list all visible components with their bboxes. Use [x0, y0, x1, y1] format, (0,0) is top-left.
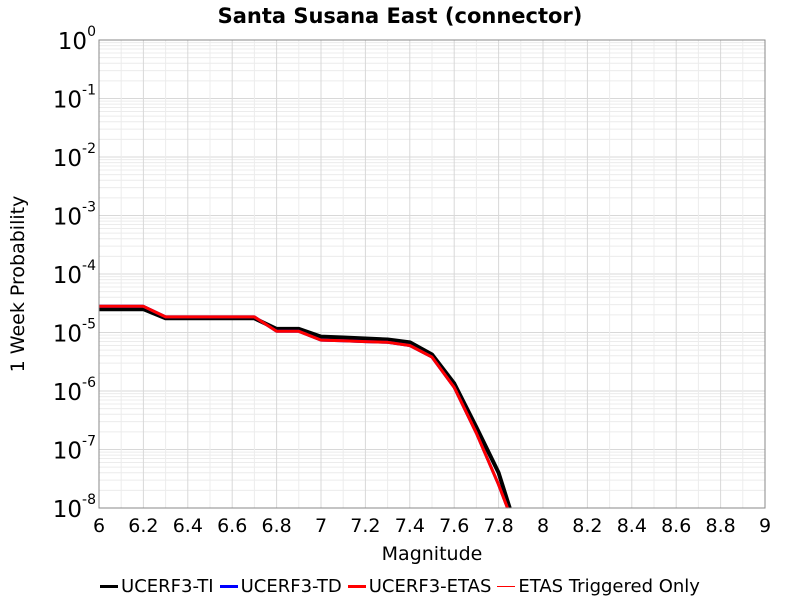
- x-tick-label: 6.8: [261, 515, 291, 537]
- y-axis-label: 1 Week Probability: [7, 196, 29, 373]
- x-tick-label: 9: [759, 515, 771, 537]
- legend-label: UCERF3-TI: [121, 575, 214, 597]
- y-tick-label: 10-7: [53, 434, 96, 465]
- y-tick-label: 10-6: [53, 375, 96, 406]
- x-tick-label: 8.8: [705, 515, 735, 537]
- y-tick-label: 10-8: [53, 492, 96, 523]
- x-tick-label: 8.4: [617, 515, 647, 537]
- x-tick-label: 7.4: [395, 515, 425, 537]
- legend-item: UCERF3-TD: [219, 575, 342, 597]
- legend-item: UCERF3-ETAS: [347, 575, 492, 597]
- y-tick-label: 100: [58, 24, 96, 55]
- x-tick-label: 7.8: [483, 515, 513, 537]
- y-tick-label: 10-3: [53, 200, 96, 231]
- x-tick-label: 7.6: [439, 515, 469, 537]
- x-tick-label: 6.6: [217, 515, 247, 537]
- series-lines: [99, 304, 512, 509]
- x-tick-label: 8.6: [661, 515, 691, 537]
- legend-swatch: [497, 585, 516, 587]
- y-tick-label: 10-5: [53, 317, 96, 348]
- x-axis-label: Magnitude: [382, 543, 483, 565]
- legend-swatch: [347, 584, 366, 588]
- legend-swatch: [100, 584, 119, 588]
- legend-label: ETAS Triggered Only: [518, 575, 700, 597]
- series-line-ucerf3-etas: [99, 304, 509, 509]
- y-axis-ticks: 100 10-1 10-2 10-3 10-4 10-5 10-6 10-7 10-8: [53, 24, 96, 523]
- y-tick-label: 10-1: [53, 83, 96, 114]
- legend-item: ETAS Triggered Only: [497, 576, 700, 597]
- legend-item: UCERF3-TI: [100, 576, 214, 597]
- x-axis-ticks: 6 6.2 6.4 6.6 6.8 7 7.2 7.4 7.6 7.8 8 8.2 8.4 8.6 8.8 9: [93, 515, 771, 537]
- legend-label: UCERF3-TD: [240, 575, 342, 597]
- x-tick-label: 7: [315, 515, 327, 537]
- x-tick-label: 8.2: [572, 515, 602, 537]
- x-tick-label: 6.2: [128, 515, 158, 537]
- x-tick-label: 6: [93, 515, 105, 537]
- y-tick-label: 10-4: [53, 258, 96, 289]
- chart-title: Santa Susana East (connector): [218, 4, 583, 28]
- legend: UCERF3-TI UCERF3-TD UCERF3-ETAS ETAS Trigge…: [0, 574, 800, 598]
- y-tick-label: 10-2: [53, 141, 96, 172]
- x-tick-label: 8: [537, 515, 549, 537]
- grid-lines: [98, 39, 766, 509]
- plot-frame: [98, 39, 766, 509]
- legend-swatch: [219, 584, 238, 588]
- x-tick-label: 6.4: [173, 515, 203, 537]
- legend-label: UCERF3-ETAS: [368, 575, 492, 597]
- x-tick-label: 7.2: [350, 515, 380, 537]
